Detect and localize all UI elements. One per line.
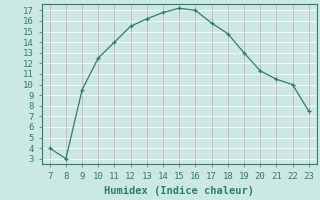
X-axis label: Humidex (Indice chaleur): Humidex (Indice chaleur) bbox=[104, 186, 254, 196]
